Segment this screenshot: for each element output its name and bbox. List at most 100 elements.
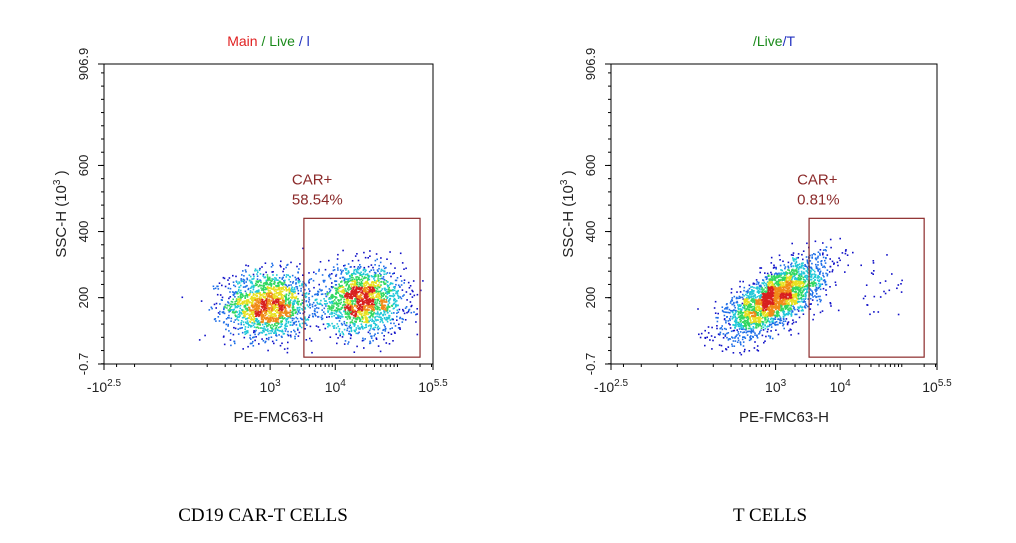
event-dot (368, 320, 370, 323)
event-dot (338, 320, 341, 322)
event-dot (281, 306, 284, 308)
event-dot (317, 291, 320, 293)
event-dot (791, 273, 793, 276)
event-dot (252, 319, 255, 321)
event-dot (740, 322, 743, 325)
event-dot (227, 287, 230, 290)
event-dot (280, 282, 283, 284)
event-dot (240, 320, 243, 322)
event-dot (347, 271, 350, 273)
event-dot (266, 286, 269, 289)
event-dot (356, 315, 358, 317)
event-dot (262, 273, 265, 276)
event-dot (824, 281, 826, 284)
event-dot (353, 303, 356, 305)
event-dot (279, 313, 281, 315)
event-dot (373, 306, 375, 308)
event-dot (238, 282, 241, 284)
event-dot (779, 285, 781, 287)
event-dot (287, 341, 289, 344)
event-dot (265, 301, 268, 303)
event-dot (349, 316, 352, 319)
event-dot (385, 291, 388, 293)
event-dot (264, 276, 267, 279)
event-dot (252, 324, 255, 326)
event-dot (734, 319, 737, 321)
event-dot (234, 303, 236, 305)
event-dot (380, 270, 382, 272)
event-dot (718, 344, 721, 346)
event-dot (819, 270, 822, 273)
event-dot (277, 312, 280, 314)
event-dot (393, 307, 395, 309)
event-dot (359, 295, 361, 297)
event-dot (801, 286, 804, 289)
event-dot (252, 312, 254, 314)
event-dot (780, 276, 783, 279)
event-dot (750, 303, 753, 306)
event-dot (222, 321, 225, 324)
event-dot (368, 302, 370, 304)
event-dot (814, 279, 816, 281)
event-dot (814, 275, 817, 277)
event-dot (360, 296, 362, 299)
event-dot (288, 306, 290, 309)
event-dot (228, 277, 231, 279)
event-dot (290, 293, 293, 295)
event-dot (253, 320, 255, 323)
event-dot (357, 325, 359, 327)
event-dot (257, 300, 259, 302)
event-dot (316, 298, 318, 301)
event-dot (394, 325, 397, 327)
event-dot (262, 286, 265, 288)
event-dot (370, 335, 372, 338)
event-dot (328, 259, 330, 262)
event-dot (724, 335, 727, 337)
event-dot (361, 320, 363, 323)
event-dot (374, 279, 376, 282)
event-dot (817, 261, 819, 263)
event-dot (362, 318, 364, 320)
event-dot (374, 275, 376, 277)
event-dot (256, 275, 259, 277)
event-dot (235, 305, 238, 308)
event-dot (737, 307, 739, 309)
event-dot (345, 284, 347, 287)
event-dot (387, 285, 390, 287)
event-dot (281, 336, 283, 338)
event-dot (382, 329, 384, 332)
event-dot (270, 296, 272, 298)
event-dot (798, 294, 800, 296)
event-dot (267, 289, 269, 291)
event-dot (749, 292, 751, 295)
event-dot (741, 309, 743, 311)
event-dot (742, 345, 745, 347)
event-dot (405, 306, 408, 308)
event-dot (244, 297, 246, 299)
event-dot (761, 322, 764, 325)
event-dot (369, 317, 371, 319)
event-dot (291, 294, 293, 297)
event-dot (375, 319, 377, 322)
event-dot (272, 325, 275, 327)
event-dot (731, 311, 734, 313)
event-dot (299, 323, 301, 325)
event-dot (382, 321, 384, 324)
event-dot (348, 313, 350, 315)
event-dot (367, 305, 369, 307)
event-dot (347, 310, 350, 312)
event-dot (268, 336, 270, 339)
event-dot (264, 341, 266, 344)
event-dot (267, 300, 269, 303)
event-dot (808, 266, 811, 269)
event-dot (314, 315, 317, 317)
event-dot (372, 269, 375, 271)
event-dot (355, 281, 357, 284)
event-dot (369, 255, 371, 257)
event-dot (252, 273, 255, 276)
event-dot (356, 286, 359, 289)
event-dot (340, 316, 343, 318)
event-dot (285, 328, 287, 330)
event-dot (727, 311, 730, 314)
